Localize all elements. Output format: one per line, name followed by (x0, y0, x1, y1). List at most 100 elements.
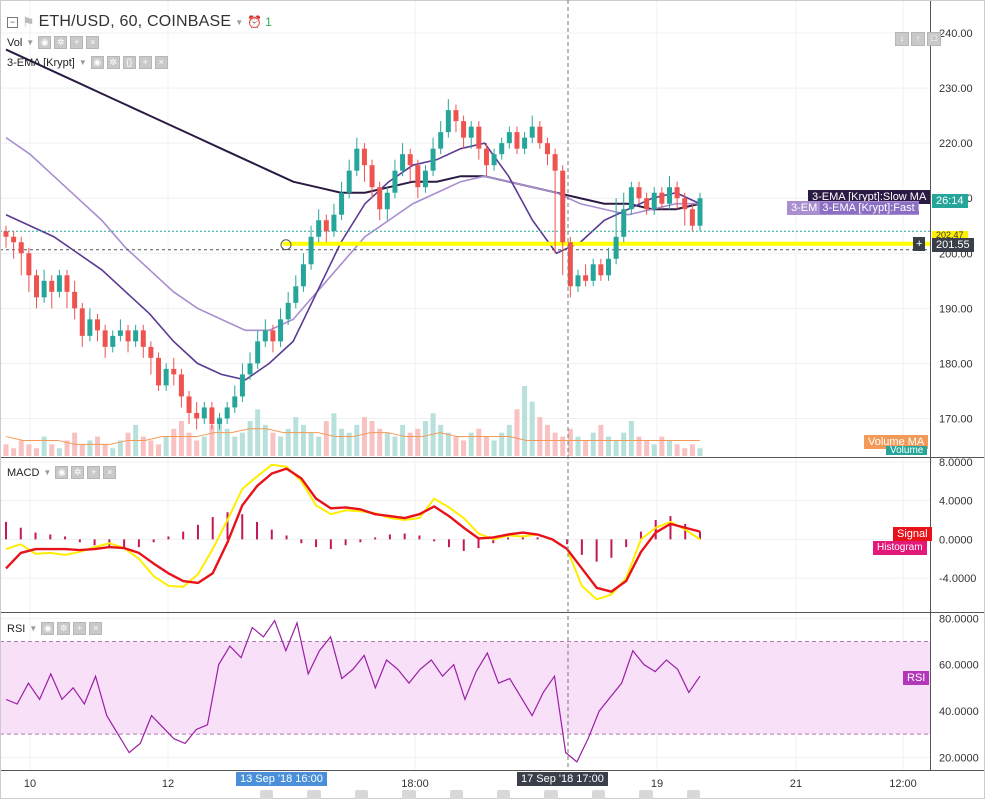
measure-icon[interactable] (449, 790, 464, 799)
lock-icon[interactable] (591, 790, 606, 799)
flag-icon[interactable]: ⚑ (22, 13, 35, 30)
macd-label[interactable]: MACD (7, 466, 40, 479)
arrow-down-icon[interactable]: ↓ (895, 32, 909, 46)
gear-icon[interactable]: ✲ (106, 56, 120, 69)
macd-histogram (5, 512, 701, 562)
histogram-bar (625, 539, 628, 548)
price-tick-label: 170.00 (939, 413, 973, 425)
volume-bar (194, 440, 200, 456)
histogram-bar (270, 529, 273, 540)
histogram-bar (137, 539, 140, 548)
histogram-bar (595, 539, 598, 562)
ema-lines (5, 48, 701, 381)
chevron-down-icon[interactable]: ▼ (26, 38, 35, 47)
candle-body (445, 110, 451, 133)
text-tool-icon[interactable] (354, 790, 369, 799)
histogram-bar (669, 516, 672, 540)
volume-bar (499, 432, 505, 456)
volume-bar (674, 444, 680, 456)
candle-body (415, 165, 421, 188)
ema-label[interactable]: 3-EMA [Krypt] (7, 56, 75, 69)
volume-ma-badge: Volume MA (864, 435, 929, 449)
pencil-icon[interactable] (307, 790, 321, 799)
close-icon[interactable]: × (154, 56, 168, 69)
candle-body (217, 418, 223, 424)
plus-icon[interactable]: + (138, 56, 152, 69)
gear-icon[interactable]: ✲ (71, 466, 85, 479)
time-tick-label: 18:00 (401, 778, 429, 790)
histogram-bar (226, 512, 229, 540)
time-axis[interactable]: 10 12 18:00 19 21 12:00 (24, 778, 917, 790)
close-icon[interactable]: × (103, 466, 117, 479)
volume-bar (461, 440, 467, 456)
candle-body (18, 242, 24, 254)
bottom-toolbar (240, 790, 701, 799)
histogram-bar (374, 537, 377, 540)
arrow-up-icon[interactable]: ↑ (911, 32, 925, 46)
candle-body (133, 330, 139, 342)
rsi-label[interactable]: RSI (7, 622, 26, 635)
candle-body (575, 275, 581, 287)
eye-icon[interactable]: ◉ (38, 36, 52, 49)
macd-tick-label: 0.0000 (939, 534, 973, 546)
candle-body (590, 264, 596, 281)
gear-icon[interactable]: ✲ (54, 36, 68, 49)
candle-body (232, 396, 238, 408)
candle-body (247, 363, 253, 375)
chevron-down-icon[interactable]: ▼ (43, 468, 52, 477)
magnet-icon[interactable] (544, 790, 558, 799)
candle-body (110, 335, 116, 347)
maximize-icon[interactable]: □ (927, 32, 941, 46)
plus-icon[interactable]: + (87, 466, 101, 479)
histogram-bar (433, 539, 436, 542)
minus-box-icon[interactable]: − (7, 16, 18, 28)
candle-body (522, 137, 528, 149)
eye-icon[interactable] (639, 790, 653, 799)
zoom-icon[interactable] (497, 790, 511, 799)
histogram-bar (64, 536, 67, 540)
volume-bar (354, 424, 360, 456)
plus-icon[interactable]: + (913, 237, 926, 251)
vol-label[interactable]: Vol (7, 36, 23, 49)
volume-bar (605, 436, 611, 456)
volume-bar (163, 436, 169, 456)
eye-icon[interactable]: ◉ (41, 622, 55, 635)
volume-bar (339, 428, 345, 456)
candle-body (331, 214, 337, 232)
close-icon[interactable]: × (86, 36, 100, 49)
chevron-down-icon[interactable]: ▼ (235, 17, 244, 27)
volume-bar (186, 432, 192, 456)
volume-bar (171, 428, 177, 456)
time-tick-label: 21 (790, 778, 802, 790)
source-code-icon[interactable]: {} (122, 56, 136, 69)
eye-icon[interactable]: ◉ (90, 56, 104, 69)
volume-bar (102, 444, 108, 456)
candle-body (171, 368, 177, 375)
plus-icon[interactable]: + (70, 36, 84, 49)
volume-bar (369, 421, 375, 456)
shapes-icon[interactable] (402, 790, 416, 799)
candle-body (293, 286, 299, 303)
close-icon[interactable]: × (89, 622, 103, 635)
alert-indicator[interactable]: ⏰ 1 (247, 15, 272, 29)
candle-body (674, 187, 680, 199)
trash-icon[interactable] (686, 790, 701, 799)
pane-controls: ↓ ↑ □ (895, 32, 941, 46)
gear-icon[interactable]: ✲ (57, 622, 71, 635)
macd-legend: MACD ▼ ◉ ✲ + × (7, 466, 117, 479)
cursor-tool-icon[interactable] (260, 790, 274, 799)
volume-bar (239, 432, 245, 456)
chevron-down-icon[interactable]: ▼ (78, 58, 87, 67)
price-axis[interactable]: 240.00230.00220.00210.00200.00190.00180.… (939, 28, 979, 764)
plus-icon[interactable]: + (73, 622, 87, 635)
eye-icon[interactable]: ◉ (55, 466, 69, 479)
price-tick-label: 240.00 (939, 28, 973, 40)
chevron-down-icon[interactable]: ▼ (29, 624, 38, 633)
candle-body (598, 264, 604, 276)
candle-body (491, 154, 497, 166)
symbol-title[interactable]: ETH/USD, 60, COINBASE (38, 13, 232, 30)
candle-body (430, 148, 436, 171)
candlesticks[interactable] (3, 99, 703, 430)
candle-body (392, 170, 398, 193)
